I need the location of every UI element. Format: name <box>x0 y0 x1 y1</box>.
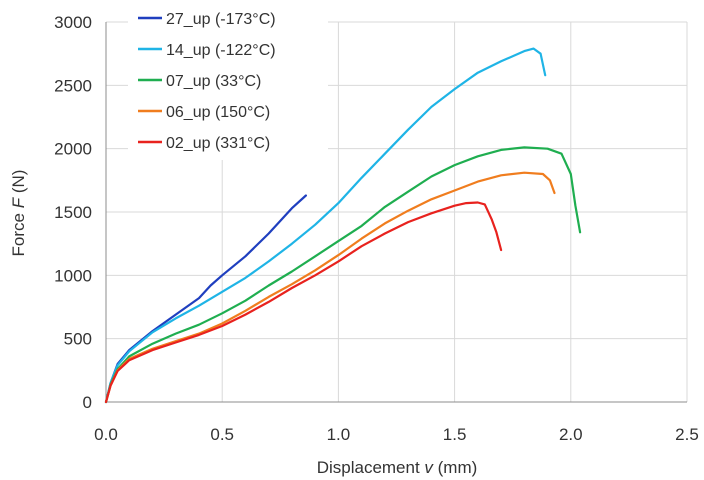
legend-label: 07_up (33°C) <box>166 73 261 90</box>
x-tick-label: 1.0 <box>327 425 351 444</box>
x-axis-title-prefix: Displacement <box>317 458 425 477</box>
y-tick-label: 500 <box>64 330 92 349</box>
y-tick-label: 3000 <box>54 13 92 32</box>
y-tick-label: 1500 <box>54 203 92 222</box>
legend-background <box>128 8 328 160</box>
series-line-4 <box>104 201 503 404</box>
series-line-2 <box>104 146 582 404</box>
y-tick-label: 2000 <box>54 140 92 159</box>
axes <box>105 22 687 403</box>
tick-labels: 0 500 1000 1500 2000 2500 3000 0.0 0.5 1.0 1.5 2.0 2… <box>54 13 699 444</box>
legend-label: 27_up (-173°C) <box>166 11 276 28</box>
x-tick-label: 1.5 <box>443 425 467 444</box>
x-tick-label: 0.5 <box>210 425 234 444</box>
series-line-3 <box>104 171 556 404</box>
x-tick-label: 0.0 <box>94 425 118 444</box>
y-axis-title-variable: F <box>9 196 28 208</box>
y-axis-title: Force F (N) <box>9 170 28 257</box>
y-axis-title-suffix: (N) <box>9 170 28 198</box>
x-tick-label: 2.0 <box>559 425 583 444</box>
x-axis-title-suffix: (mm) <box>433 458 477 477</box>
y-tick-label: 2500 <box>54 76 92 95</box>
legend-label: 14_up (-122°C) <box>166 42 276 59</box>
x-axis-title-variable: v <box>424 458 434 477</box>
x-axis-title: Displacement v (mm) <box>317 458 478 477</box>
y-tick-label: 1000 <box>54 266 92 285</box>
series-lines <box>104 47 582 404</box>
y-axis-title-prefix: Force <box>9 208 28 256</box>
legend-label: 06_up (150°C) <box>166 104 270 121</box>
legend-label: 02_up (331°C) <box>166 135 270 152</box>
x-tick-label: 2.5 <box>675 425 699 444</box>
legend: 27_up (-173°C) 14_up (-122°C) 07_up (33°C)… <box>138 11 276 152</box>
y-tick-label: 0 <box>83 393 92 412</box>
series-line-1 <box>104 47 547 404</box>
